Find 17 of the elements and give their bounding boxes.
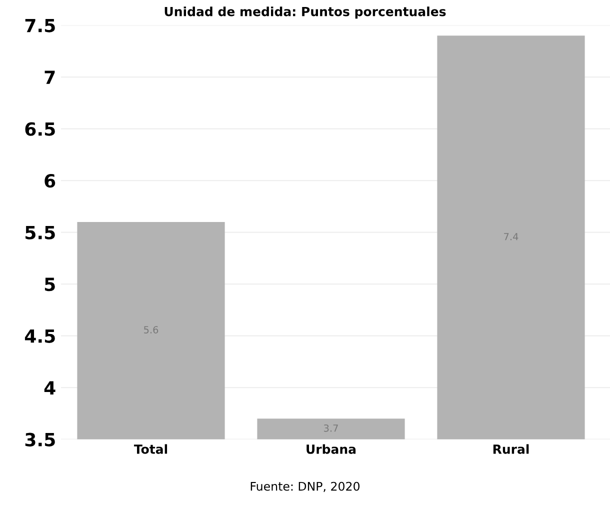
x-tick-label: Rural bbox=[493, 444, 529, 454]
y-tick-label: 5 bbox=[44, 278, 55, 292]
y-tick-label: 3.5 bbox=[25, 432, 55, 446]
data-label: 5.6 bbox=[144, 326, 158, 334]
x-tick-label: Total bbox=[134, 444, 168, 454]
y-tick-label: 6.5 bbox=[25, 122, 55, 136]
data-label: 7.4 bbox=[504, 233, 518, 240]
y-tick-label: 7 bbox=[44, 70, 55, 84]
y-tick-label: 4.5 bbox=[24, 330, 55, 343]
source-note: Fuente: DNP, 2020 bbox=[250, 482, 360, 492]
y-tick-label: 4 bbox=[44, 381, 56, 394]
y-tick-label: 5.5 bbox=[26, 226, 55, 240]
data-label: 3.7 bbox=[324, 424, 338, 432]
y-tick-label: 7.5 bbox=[25, 18, 55, 32]
chart-title: Unidad de medida: Puntos porcentuales bbox=[164, 6, 446, 19]
y-tick-label: 6 bbox=[44, 174, 56, 188]
x-tick-label: Urbana bbox=[306, 444, 356, 454]
